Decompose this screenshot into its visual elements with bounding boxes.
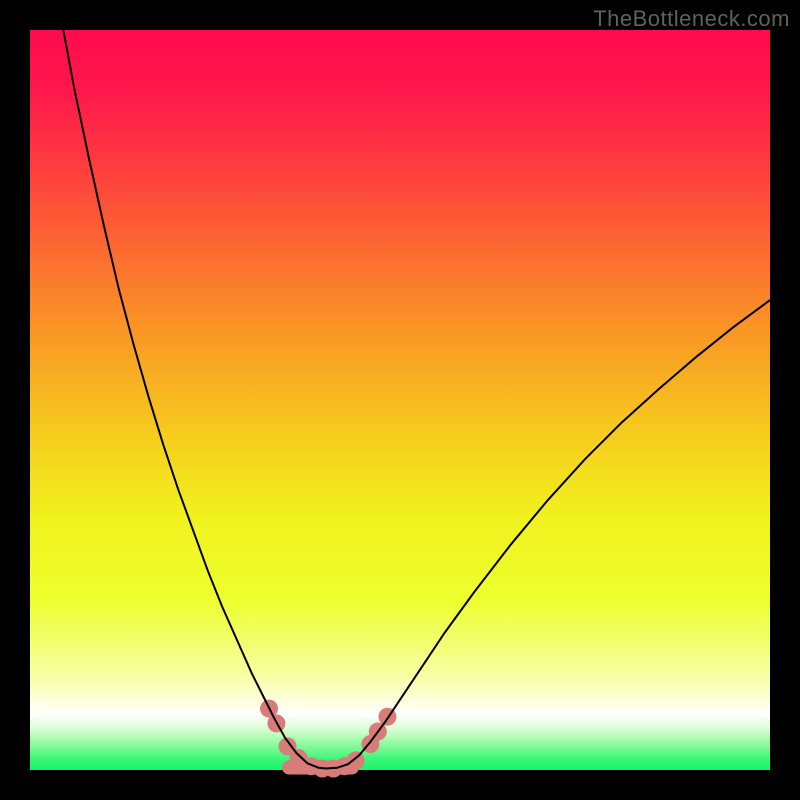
- bottleneck-chart: [0, 0, 800, 800]
- chart-gradient-area: [30, 30, 770, 770]
- watermark-text: TheBottleneck.com: [593, 6, 790, 32]
- bead-marker: [347, 751, 365, 769]
